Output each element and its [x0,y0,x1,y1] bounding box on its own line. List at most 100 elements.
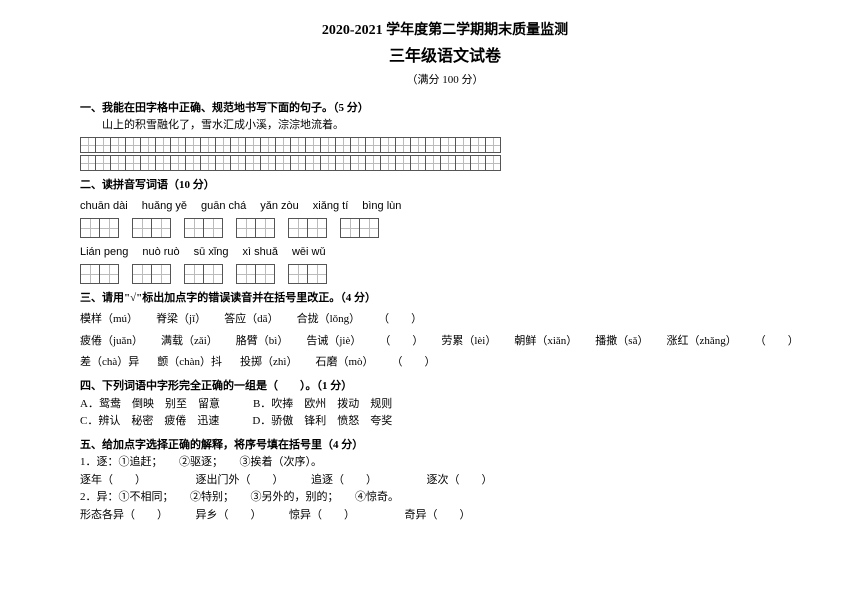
q3-title: 三、请用"√"标出加点字的错误读音并在括号里改正。（4 分） [80,290,810,308]
word-grid [236,218,274,238]
word-grid [184,264,222,284]
q3-item: 告诫（jiè） [306,333,361,351]
tian-cell [140,137,156,153]
tian-cell [485,137,501,153]
pinyin-item: yǎn zòu [260,198,299,216]
word-grid [340,218,378,238]
tian-cell [125,155,141,171]
q3-item: 合拢（lǒng） [297,311,361,329]
tian-cell [425,155,441,171]
tian-cell [230,155,246,171]
tian-cell [288,218,308,238]
tian-cell [140,155,156,171]
tian-cell [365,137,381,153]
tian-cell [255,218,275,238]
tian-cell [350,137,366,153]
q3-item: 投掷（zhì） [240,354,297,372]
pinyin-item: xiǎng tí [313,198,348,216]
tian-cell [440,155,456,171]
q3-item: 满载（zǎi） [161,333,218,351]
tian-cell [290,137,306,153]
q3-item: 答应（dā） [224,311,278,329]
tian-cell [170,137,186,153]
q3-item: 脊梁（jǐ） [156,311,206,329]
q3-item: 朝鲜（xiǎn） [514,333,577,351]
tian-cell [151,264,171,284]
tian-cell [380,137,396,153]
q2-grid-row-1 [80,218,810,238]
tian-cell [125,137,141,153]
q4-title: 四、下列词语中字形完全正确的一组是（ ）。（1 分） [80,378,810,396]
tian-cell [260,137,276,153]
pinyin-item: bìng lùn [362,198,401,216]
q5-line: 1．逐：①追赶； ②驱逐； ③挨着（次序）。 [80,454,810,472]
tian-cell [320,137,336,153]
main-title: 2020-2021 学年度第二学期期末质量监测 [80,20,810,42]
tian-cell [110,155,126,171]
tian-cell [395,137,411,153]
word-grid [132,264,170,284]
tian-cell [410,155,426,171]
tian-cell [132,218,152,238]
q5-content: 1．逐：①追赶； ②驱逐； ③挨着（次序）。逐年（ ） 逐出门外（ ） 追逐（ … [80,454,810,524]
pinyin-item: sū xǐng [194,244,229,262]
word-grid [236,264,274,284]
tian-cell [203,218,223,238]
tian-cell [425,137,441,153]
q3-item: （ ） [755,333,799,351]
tian-cell [80,264,100,284]
q4-option: C．辨认 秘密 疲倦 迅速 D．骄傲 锋利 愤怒 夸奖 [80,413,810,431]
tian-cell [80,155,96,171]
tian-cell [260,155,276,171]
tian-cell [350,155,366,171]
tian-cell [290,155,306,171]
q3-item: 劳累（lèi） [441,333,496,351]
tian-cell [307,218,327,238]
word-grid [80,218,118,238]
tian-cell [380,155,396,171]
q3-item: 模样（mú） [80,311,138,329]
q3-item: （ ） [392,354,436,372]
q3-item: 石磨（mò） [315,354,373,372]
q1-tian-grid [80,137,810,171]
word-grid [80,264,118,284]
q4-option: A．鸳鸯 倒映 别至 留意 B．吹捧 欧州 拨动 规则 [80,396,810,414]
tian-cell [335,137,351,153]
q1-title: 一、我能在田字格中正确、规范地书写下面的句子。（5 分） [80,100,810,118]
tian-cell [365,155,381,171]
word-grid [288,264,326,284]
tian-cell [440,137,456,153]
tian-cell [255,264,275,284]
pinyin-item: chuān dài [80,198,128,216]
tian-cell [170,155,186,171]
sub-title: 三年级语文试卷 [80,44,810,70]
q4-options: A．鸳鸯 倒映 别至 留意 B．吹捧 欧州 拨动 规则C．辨认 秘密 疲倦 迅速… [80,396,810,431]
tian-cell [151,218,171,238]
q3-item: 胳臂（bì） [236,333,289,351]
tian-cell [245,155,261,171]
q3-item: 播撒（sǎ） [595,333,648,351]
tian-cell [155,137,171,153]
pinyin-item: xì shuǎ [243,244,278,262]
tian-cell [470,137,486,153]
tian-cell [200,155,216,171]
q3-content: 模样（mú） 脊梁（jǐ） 答应（dā） 合拢（lǒng） （ ） 疲倦（juǎn） 满载（… [80,311,810,372]
tian-cell [305,137,321,153]
tian-cell [200,137,216,153]
tian-cell [455,137,471,153]
tian-cell [275,155,291,171]
q3-item: 疲倦（juǎn） [80,333,143,351]
tian-cell [99,264,119,284]
tian-cell [470,155,486,171]
tian-cell [236,218,256,238]
tian-cell [320,155,336,171]
tian-cell [95,137,111,153]
tian-cell [455,155,471,171]
q3-item: 差（chà）异 [80,354,139,372]
pinyin-item: Lián peng [80,244,128,262]
tian-cell [307,264,327,284]
tian-cell [340,218,360,238]
q3-item: （ ） [378,311,422,329]
tian-cell [335,155,351,171]
tian-cell [110,137,126,153]
